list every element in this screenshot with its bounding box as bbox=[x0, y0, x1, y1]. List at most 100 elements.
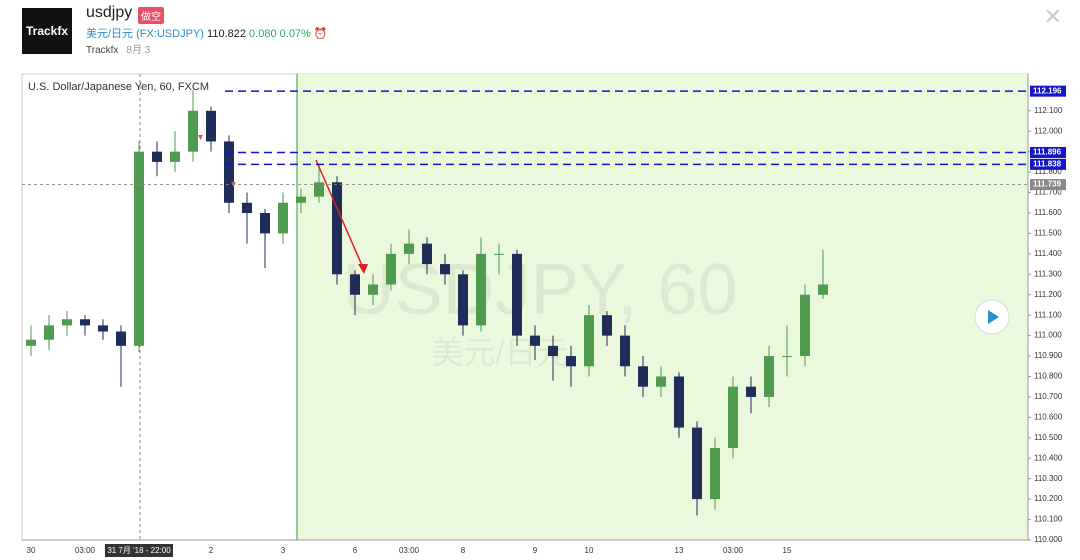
y-tick-label: 110.800 bbox=[1034, 372, 1063, 381]
candle-body bbox=[224, 141, 234, 203]
x-tick-label: 6 bbox=[353, 546, 358, 555]
candle-body bbox=[746, 386, 756, 397]
candle-body bbox=[116, 331, 126, 346]
candle-body bbox=[332, 182, 342, 275]
x-tick-label: 03:00 bbox=[399, 546, 420, 555]
candle-body bbox=[188, 110, 198, 152]
candle-body bbox=[440, 264, 450, 275]
candle-body bbox=[170, 151, 180, 162]
candle-body bbox=[548, 345, 558, 357]
candle-body bbox=[710, 448, 720, 500]
y-tick-label: 110.500 bbox=[1034, 433, 1063, 442]
candle-body bbox=[260, 212, 270, 234]
x-tick-label: 8 bbox=[461, 546, 466, 555]
y-tick-label: 111.200 bbox=[1034, 290, 1062, 299]
candle-body bbox=[584, 315, 594, 367]
date: 8月 3 bbox=[126, 45, 151, 56]
candle-body bbox=[530, 335, 540, 346]
y-tick-label: 110.400 bbox=[1034, 453, 1063, 462]
x-tick-label: 2 bbox=[209, 546, 214, 555]
x-tick-label: 31 7月 '18 - 22:00 bbox=[107, 546, 171, 555]
candle-body bbox=[656, 376, 666, 387]
arrow-drawing bbox=[315, 159, 365, 271]
candle-body bbox=[764, 356, 774, 397]
candle-body bbox=[458, 274, 468, 326]
level-label-bg bbox=[1030, 146, 1066, 158]
y-tick-label: 112.000 bbox=[1034, 126, 1063, 135]
highlight-zone bbox=[297, 74, 1028, 540]
level-label: 112.196 bbox=[1033, 86, 1062, 95]
candle-body bbox=[728, 386, 738, 449]
level-label-bg bbox=[1030, 158, 1066, 170]
y-tick-label: 112.100 bbox=[1034, 106, 1063, 115]
candle-body bbox=[782, 356, 792, 358]
pair-name[interactable]: 美元/日元 bbox=[86, 28, 134, 40]
arrow-head bbox=[358, 264, 368, 274]
x-tick-label: 3 bbox=[281, 546, 286, 555]
close-button[interactable]: ✕ bbox=[1043, 4, 1062, 29]
level-label-bg bbox=[1030, 85, 1066, 97]
symbol[interactable]: usdjpy bbox=[86, 4, 133, 21]
x-tick-label: 03:00 bbox=[75, 546, 96, 555]
y-tick-label: 111.400 bbox=[1034, 249, 1062, 258]
chart-title: U.S. Dollar/Japanese Yen, 60, FXCM bbox=[28, 81, 209, 93]
candle-body bbox=[206, 110, 216, 142]
candle-body bbox=[476, 253, 486, 326]
y-tick-label: 111.300 bbox=[1034, 269, 1062, 278]
y-tick-label: 110.900 bbox=[1034, 351, 1063, 360]
y-tick-label: 110.300 bbox=[1034, 474, 1063, 483]
y-tick-label: 110.600 bbox=[1034, 412, 1063, 421]
change-pct: 0.07% bbox=[279, 28, 311, 40]
candle-body bbox=[98, 325, 108, 332]
y-tick-label: 110.200 bbox=[1034, 494, 1063, 503]
ticker[interactable]: (FX:USDJPY) bbox=[136, 28, 204, 40]
x-tick-label: 10 bbox=[585, 546, 594, 555]
candle-body bbox=[242, 202, 252, 213]
watermark-sub: 美元/日元 bbox=[432, 334, 569, 370]
candle-body bbox=[818, 284, 828, 295]
candle-body bbox=[512, 253, 522, 336]
candle-body bbox=[638, 366, 648, 387]
candle-body bbox=[296, 196, 306, 203]
meta: Trackfx 8月 3 bbox=[86, 41, 150, 56]
y-tick-label: 111.000 bbox=[1034, 331, 1062, 340]
price: 110.822 bbox=[207, 28, 246, 40]
x-tick-label: 9 bbox=[533, 546, 538, 555]
play-icon bbox=[988, 310, 999, 324]
candle-body bbox=[800, 294, 810, 357]
header: Trackfx usdjpy 做空 美元/日元 (FX:USDJPY) 110.… bbox=[0, 0, 1080, 70]
author[interactable]: Trackfx bbox=[86, 45, 119, 56]
x-label-highlight bbox=[105, 544, 173, 557]
candles bbox=[26, 90, 828, 516]
candle-body bbox=[386, 253, 396, 285]
candle-body bbox=[152, 151, 162, 162]
level-label: 111.739 bbox=[1033, 180, 1062, 189]
candle-body bbox=[620, 335, 630, 367]
y-tick-label: 110.000 bbox=[1034, 535, 1063, 544]
candle-body bbox=[404, 243, 414, 254]
logo: Trackfx bbox=[22, 8, 72, 54]
y-tick-label: 111.700 bbox=[1034, 188, 1062, 197]
candle-body bbox=[566, 356, 576, 367]
y-tick-label: 111.500 bbox=[1034, 229, 1062, 238]
candle-body bbox=[26, 339, 36, 346]
signal-marker bbox=[198, 135, 203, 140]
candle-body bbox=[494, 253, 504, 255]
candle-body bbox=[422, 243, 432, 265]
x-tick-label: 15 bbox=[783, 546, 792, 555]
quote-line: 美元/日元 (FX:USDJPY) 110.822 0.080 0.07% ⏰ bbox=[86, 25, 328, 41]
candle-body bbox=[692, 427, 702, 500]
level-label: 111.896 bbox=[1033, 148, 1062, 157]
x-tick-label: 13 bbox=[675, 546, 684, 555]
alarm-icon[interactable]: ⏰ bbox=[313, 28, 328, 40]
y-tick-label: 110.100 bbox=[1034, 515, 1063, 524]
candle-body bbox=[134, 151, 144, 346]
level-label-bg bbox=[1030, 179, 1066, 191]
candle-body bbox=[80, 319, 90, 326]
candle-body bbox=[368, 284, 378, 295]
watermark: USDJPY, 60 bbox=[343, 250, 738, 330]
y-tick-label: 111.600 bbox=[1034, 208, 1062, 217]
y-tick-label: 111.100 bbox=[1034, 310, 1062, 319]
candle-body bbox=[44, 325, 54, 340]
